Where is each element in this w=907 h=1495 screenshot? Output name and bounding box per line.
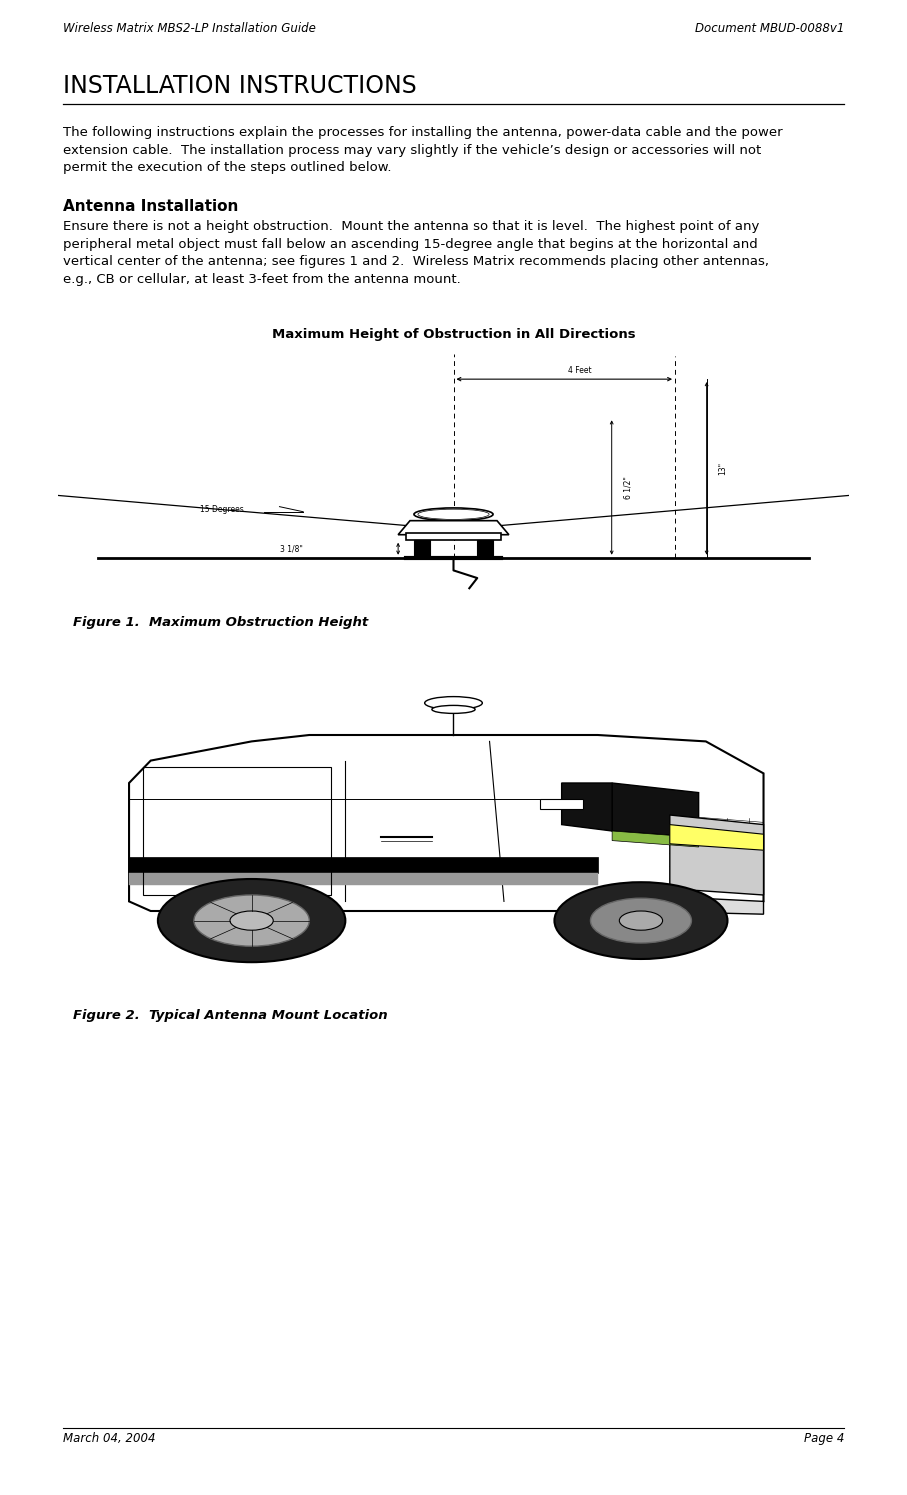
- Text: peripheral metal object must fall below an ascending 15-degree angle that begins: peripheral metal object must fall below …: [63, 238, 757, 251]
- Ellipse shape: [424, 697, 483, 710]
- Circle shape: [158, 879, 346, 963]
- Text: INSTALLATION INSTRUCTIONS: INSTALLATION INSTRUCTIONS: [63, 73, 416, 99]
- Text: vertical center of the antenna; see figures 1 and 2.  Wireless Matrix recommends: vertical center of the antenna; see figu…: [63, 256, 769, 268]
- Polygon shape: [612, 783, 698, 837]
- Polygon shape: [561, 783, 612, 831]
- FancyBboxPatch shape: [406, 534, 501, 540]
- Text: Figure 1.  Maximum Obstruction Height: Figure 1. Maximum Obstruction Height: [73, 616, 368, 629]
- Text: Maximum Height of Obstruction in All Directions: Maximum Height of Obstruction in All Dir…: [272, 327, 635, 341]
- Text: Document MBUD-0088v1: Document MBUD-0088v1: [695, 22, 844, 34]
- Polygon shape: [398, 520, 509, 535]
- Text: Wireless Matrix MBS2-LP Installation Guide: Wireless Matrix MBS2-LP Installation Gui…: [63, 22, 316, 34]
- Text: e.g., CB or cellular, at least 3-feet from the antenna mount.: e.g., CB or cellular, at least 3-feet fr…: [63, 272, 461, 286]
- Circle shape: [619, 910, 663, 930]
- Polygon shape: [540, 798, 583, 809]
- Polygon shape: [129, 857, 598, 873]
- Text: Ensure there is not a height obstruction.  Mount the antenna so that it is level: Ensure there is not a height obstruction…: [63, 220, 759, 233]
- Polygon shape: [669, 825, 764, 851]
- Text: Antenna Installation: Antenna Installation: [63, 199, 239, 214]
- Ellipse shape: [418, 510, 489, 519]
- Ellipse shape: [414, 508, 493, 520]
- Ellipse shape: [432, 706, 475, 713]
- Text: Figure 2.  Typical Antenna Mount Location: Figure 2. Typical Antenna Mount Location: [73, 1009, 387, 1023]
- Text: The following instructions explain the processes for installing the antenna, pow: The following instructions explain the p…: [63, 126, 783, 139]
- Polygon shape: [477, 540, 493, 556]
- Text: 13": 13": [718, 462, 727, 475]
- Circle shape: [194, 896, 309, 946]
- Text: March 04, 2004: March 04, 2004: [63, 1432, 155, 1446]
- Polygon shape: [669, 815, 764, 896]
- Circle shape: [590, 898, 691, 943]
- Polygon shape: [129, 873, 598, 885]
- Polygon shape: [414, 540, 430, 556]
- Text: Page 4: Page 4: [804, 1432, 844, 1446]
- Polygon shape: [129, 736, 764, 910]
- Polygon shape: [634, 896, 764, 915]
- Circle shape: [230, 910, 273, 930]
- Text: 4 Feet: 4 Feet: [569, 366, 592, 375]
- Text: 15 Degrees: 15 Degrees: [200, 505, 244, 514]
- Text: permit the execution of the steps outlined below.: permit the execution of the steps outlin…: [63, 161, 392, 173]
- Circle shape: [554, 882, 727, 958]
- Text: 6 1/2": 6 1/2": [624, 475, 632, 499]
- Text: extension cable.  The installation process may vary slightly if the vehicle’s de: extension cable. The installation proces…: [63, 144, 761, 157]
- Text: 3 1/8": 3 1/8": [280, 544, 303, 553]
- Polygon shape: [612, 831, 698, 848]
